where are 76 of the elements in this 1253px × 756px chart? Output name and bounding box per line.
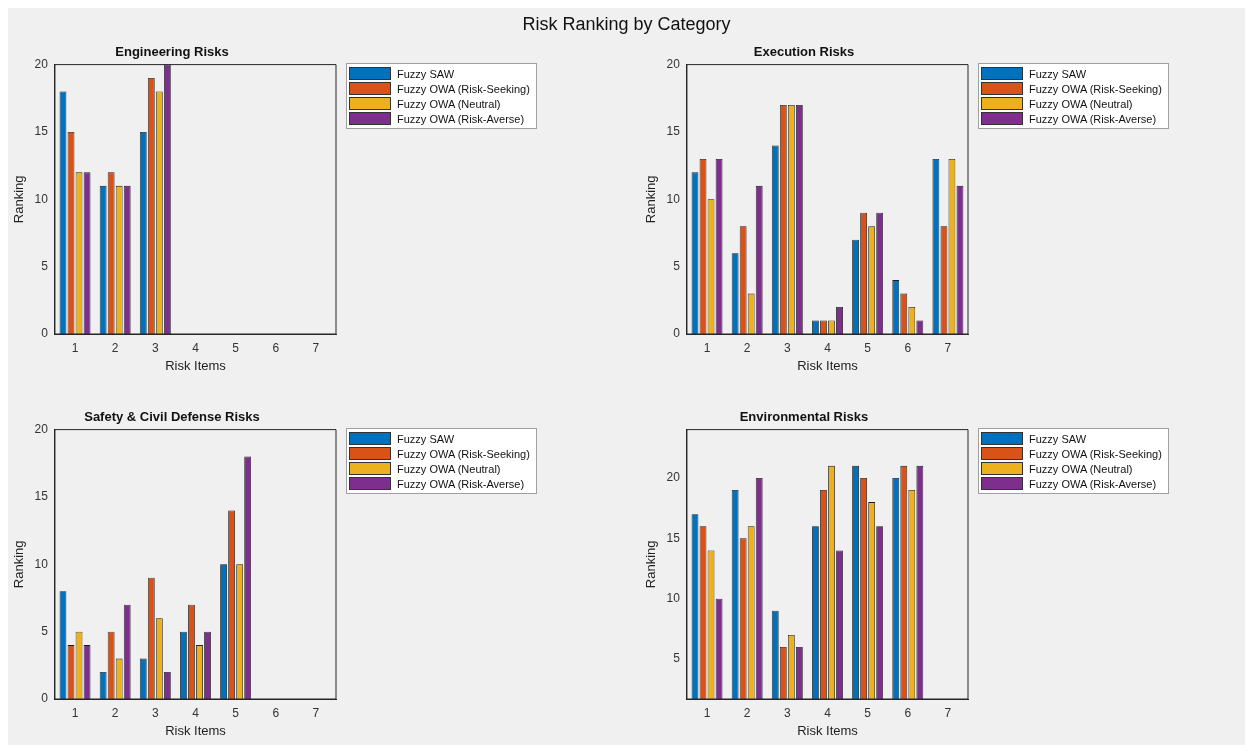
x-axis-title: Risk Items <box>165 357 227 373</box>
legend-label: Fuzzy SAW <box>397 432 455 445</box>
x-tick-label: 6 <box>904 705 912 720</box>
y-axis-title: Ranking <box>11 540 27 589</box>
y-tick-label: 20 <box>666 470 681 485</box>
legend-label: Fuzzy OWA (Neutral) <box>397 97 501 110</box>
x-axis-title: Risk Items <box>797 722 859 738</box>
y-tick-label: 10 <box>34 191 49 206</box>
legend-label: Fuzzy OWA (Neutral) <box>1029 97 1133 110</box>
y-tick-label: 0 <box>41 691 49 706</box>
legend-label: Fuzzy SAW <box>397 67 455 80</box>
legend-label: Fuzzy OWA (Risk-Seeking) <box>1029 82 1162 95</box>
chart-title: Safety & Civil Defense Risks <box>84 409 260 425</box>
x-tick-label: 7 <box>312 340 320 355</box>
y-tick-label: 20 <box>34 56 49 71</box>
legend-label: Fuzzy OWA (Risk-Seeking) <box>397 447 530 460</box>
y-tick-label: 10 <box>666 591 681 606</box>
y-tick-label: 5 <box>41 623 49 638</box>
y-tick-label: 15 <box>666 530 681 545</box>
chart-title: Execution Risks <box>753 44 855 60</box>
y-tick-label: 0 <box>41 326 49 341</box>
legend-label: Fuzzy OWA (Neutral) <box>397 462 501 475</box>
x-tick-label: 1 <box>703 340 711 355</box>
y-axis-title: Ranking <box>643 540 659 589</box>
legend-label: Fuzzy OWA (Risk-Averse) <box>397 112 525 125</box>
legend-label: Fuzzy SAW <box>1029 432 1087 445</box>
x-tick-label: 4 <box>824 340 832 355</box>
x-tick-label: 1 <box>703 705 711 720</box>
x-axis-title: Risk Items <box>797 357 859 373</box>
chart-title: Environmental Risks <box>739 409 869 425</box>
y-tick-label: 5 <box>41 258 49 273</box>
y-tick-label: 20 <box>666 56 681 71</box>
x-tick-label: 1 <box>71 340 79 355</box>
x-tick-label: 6 <box>904 340 912 355</box>
legend-label: Fuzzy SAW <box>1029 67 1087 80</box>
x-tick-label: 3 <box>783 340 791 355</box>
y-tick-label: 5 <box>673 258 681 273</box>
y-tick-label: 15 <box>666 124 681 139</box>
y-tick-label: 20 <box>34 421 49 436</box>
x-tick-label: 2 <box>111 705 119 720</box>
text: Risk Ranking by Category <box>522 14 731 34</box>
y-tick-label: 15 <box>34 489 49 504</box>
x-tick-label: 5 <box>864 340 872 355</box>
x-tick-label: 7 <box>944 340 952 355</box>
x-tick-label: 5 <box>232 340 240 355</box>
y-tick-label: 10 <box>666 191 681 206</box>
x-axis-title: Risk Items <box>165 722 227 738</box>
x-tick-label: 3 <box>783 705 791 720</box>
x-tick-label: 4 <box>192 705 200 720</box>
x-tick-label: 3 <box>151 705 159 720</box>
legend-label: Fuzzy OWA (Neutral) <box>1029 462 1133 475</box>
x-tick-label: 6 <box>272 705 280 720</box>
x-tick-label: 5 <box>864 705 872 720</box>
x-tick-label: 3 <box>151 340 159 355</box>
y-tick-label: 0 <box>673 326 681 341</box>
y-axis-title: Ranking <box>11 175 27 224</box>
x-tick-label: 4 <box>192 340 200 355</box>
x-tick-label: 6 <box>272 340 280 355</box>
x-tick-label: 2 <box>111 340 119 355</box>
x-tick-label: 2 <box>743 340 751 355</box>
y-tick-label: 15 <box>34 124 49 139</box>
legend-label: Fuzzy OWA (Risk-Seeking) <box>397 82 530 95</box>
y-tick-label: 5 <box>673 651 681 666</box>
x-tick-label: 5 <box>232 705 240 720</box>
legend-label: Fuzzy OWA (Risk-Seeking) <box>1029 447 1162 460</box>
x-tick-label: 1 <box>71 705 79 720</box>
y-axis-title: Ranking <box>643 175 659 224</box>
x-tick-label: 2 <box>743 705 751 720</box>
x-tick-label: 7 <box>944 705 952 720</box>
legend-label: Fuzzy OWA (Risk-Averse) <box>397 477 525 490</box>
y-tick-label: 10 <box>34 556 49 571</box>
legend-label: Fuzzy OWA (Risk-Averse) <box>1029 112 1157 125</box>
x-tick-label: 4 <box>824 705 832 720</box>
chart-title: Engineering Risks <box>115 44 229 60</box>
legend-label: Fuzzy OWA (Risk-Averse) <box>1029 477 1157 490</box>
x-tick-label: 7 <box>312 705 320 720</box>
